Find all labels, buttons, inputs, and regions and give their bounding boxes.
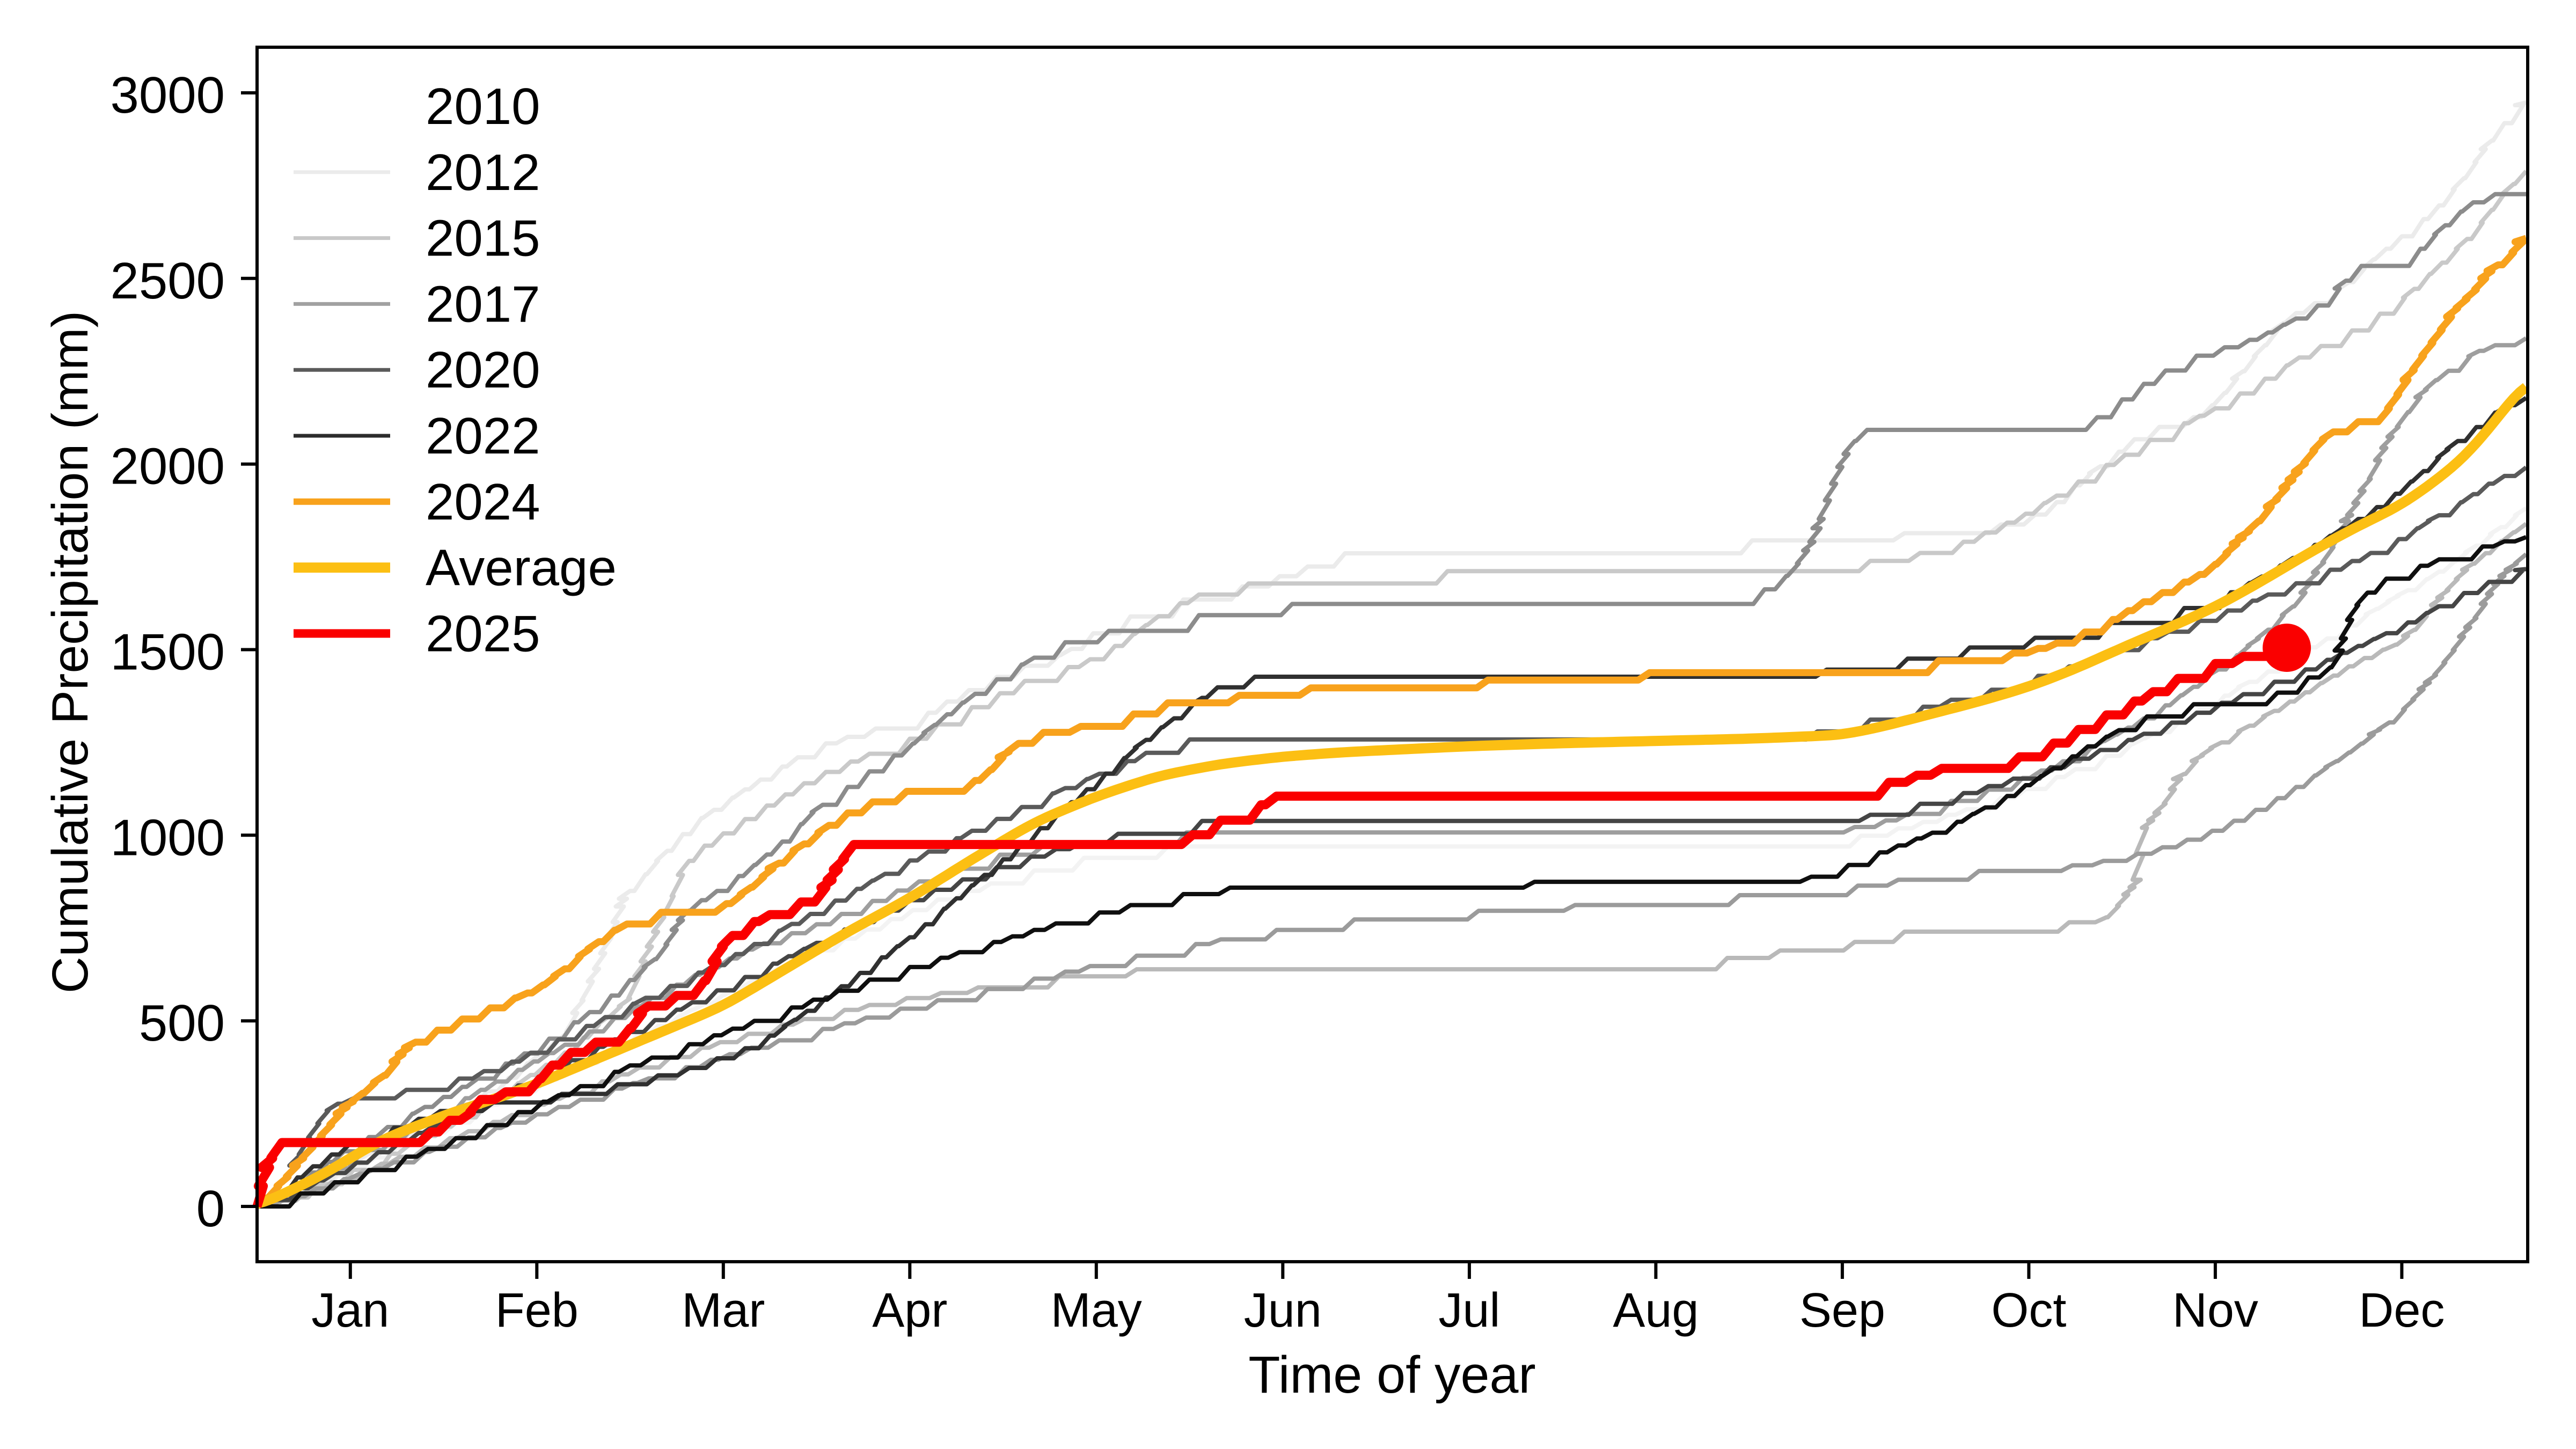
svg-text:3000: 3000 — [110, 67, 225, 124]
svg-text:Aug: Aug — [1613, 1284, 1699, 1337]
svg-text:Sep: Sep — [1799, 1284, 1885, 1337]
svg-text:2010: 2010 — [426, 78, 540, 135]
svg-text:Nov: Nov — [2172, 1284, 2258, 1337]
svg-text:Average: Average — [426, 539, 617, 597]
svg-text:Dec: Dec — [2359, 1284, 2445, 1337]
svg-text:2000: 2000 — [110, 438, 225, 495]
svg-text:Jun: Jun — [1244, 1284, 1322, 1337]
svg-text:May: May — [1051, 1284, 1142, 1337]
svg-text:Feb: Feb — [495, 1284, 579, 1337]
svg-text:Oct: Oct — [1991, 1284, 2066, 1337]
svg-text:Mar: Mar — [682, 1284, 765, 1337]
svg-text:2025: 2025 — [426, 605, 540, 662]
svg-text:2500: 2500 — [110, 252, 225, 310]
svg-text:2017: 2017 — [426, 275, 540, 333]
svg-text:Jan: Jan — [311, 1284, 389, 1337]
svg-text:Cumulative Precipitation (mm): Cumulative Precipitation (mm) — [42, 311, 99, 993]
svg-text:2020: 2020 — [426, 341, 540, 399]
svg-text:2024: 2024 — [426, 473, 540, 531]
svg-text:500: 500 — [139, 994, 225, 1052]
svg-text:2012: 2012 — [426, 144, 540, 201]
svg-text:2015: 2015 — [426, 210, 540, 267]
svg-text:1000: 1000 — [110, 809, 225, 866]
svg-text:0: 0 — [196, 1180, 225, 1238]
svg-text:Apr: Apr — [872, 1284, 947, 1337]
svg-text:Time of year: Time of year — [1248, 1345, 1535, 1404]
svg-text:2022: 2022 — [426, 407, 540, 465]
svg-text:Jul: Jul — [1438, 1284, 1500, 1337]
svg-text:1500: 1500 — [110, 624, 225, 681]
